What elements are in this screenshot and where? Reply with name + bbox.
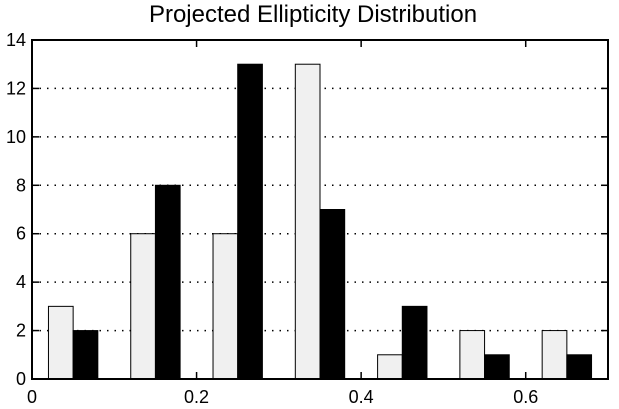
- y-tick-label: 6: [16, 224, 26, 244]
- y-tick-label: 2: [16, 321, 26, 341]
- bar: [484, 354, 510, 380]
- bar: [212, 233, 239, 380]
- x-axis-labels: 0 0.2 0.4 0.6: [27, 387, 538, 407]
- bar: [459, 330, 486, 380]
- bar: [377, 354, 403, 380]
- bar: [319, 209, 346, 380]
- x-tick-label: 0.2: [184, 387, 209, 407]
- y-tick-label: 8: [16, 175, 26, 195]
- bars: [47, 63, 593, 380]
- plot-frame: [31, 39, 609, 380]
- bar: [72, 330, 99, 380]
- x-tick-label: 0.4: [349, 387, 374, 407]
- axis-ticks: [31, 39, 608, 380]
- y-tick-label: 4: [16, 272, 26, 292]
- x-tick-label: 0.6: [513, 387, 538, 407]
- bar: [130, 233, 156, 380]
- y-tick-label: 0: [16, 369, 26, 389]
- bar: [47, 305, 74, 380]
- y-axis-labels: 0 2 4 6 8 10 12 14: [6, 30, 26, 389]
- bar: [541, 330, 568, 380]
- grid-lines: [32, 87, 608, 332]
- bar: [401, 305, 428, 380]
- y-tick-label: 10: [6, 127, 26, 147]
- y-tick-label: 12: [6, 78, 26, 98]
- bar: [294, 63, 321, 380]
- bar: [566, 354, 593, 380]
- x-tick-label: 0: [27, 387, 37, 407]
- chart-title: Projected Ellipticity Distribution: [149, 1, 477, 28]
- y-tick-label: 14: [6, 30, 26, 50]
- bar: [154, 184, 181, 380]
- bar: [237, 63, 263, 380]
